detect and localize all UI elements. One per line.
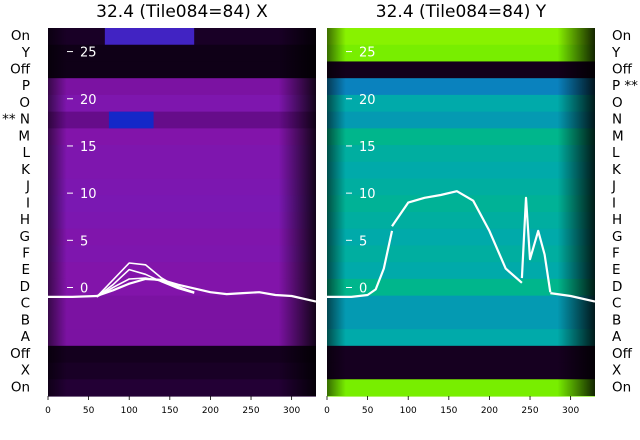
row-label: Off — [10, 61, 31, 77]
y-tick-label: 25 — [80, 46, 97, 61]
row-label: X — [612, 363, 621, 379]
x-tick-label: 50 — [83, 406, 95, 416]
row-label: Off — [10, 346, 31, 362]
row-label: On — [612, 379, 631, 395]
row-label: I — [612, 195, 616, 211]
row-label: A — [612, 329, 622, 345]
row-label: O — [19, 95, 30, 111]
x-tick-label: 50 — [362, 406, 374, 416]
row-label: C — [21, 296, 30, 312]
row-label: On — [11, 379, 30, 395]
trace-line — [550, 292, 596, 303]
x-tick-label: 200 — [202, 406, 219, 416]
x-tick-label: 150 — [440, 406, 457, 416]
row-label: M — [612, 128, 624, 144]
chart-title: 32.4 (Tile084=84) X — [96, 2, 268, 22]
y-tick-label: 0 — [80, 281, 88, 296]
row-label: H — [612, 212, 622, 228]
y-tick-label: 25 — [359, 46, 376, 61]
x-tick-label: 100 — [400, 406, 417, 416]
row-label: B — [612, 312, 621, 328]
y-tick-label: 5 — [80, 234, 88, 249]
x-tick-label: 150 — [161, 406, 178, 416]
row-label: C — [612, 296, 621, 312]
row-label: H — [20, 212, 30, 228]
x-tick-label: 100 — [121, 406, 138, 416]
row-label: G — [612, 229, 622, 245]
row-label: D — [20, 279, 30, 295]
row-label: Y — [611, 45, 621, 61]
y-tick-label: 10 — [359, 187, 376, 202]
y-tick-label: 15 — [359, 140, 376, 155]
y-tick-label: 20 — [80, 93, 97, 108]
y-tick-label: 5 — [359, 234, 367, 249]
trace-line — [96, 268, 195, 298]
row-label: ** N — [2, 112, 30, 128]
row-label: D — [612, 279, 622, 295]
row-label: N — [612, 112, 622, 128]
y-tick-label: 20 — [359, 93, 376, 108]
row-label: K — [612, 162, 622, 178]
row-label: J — [25, 179, 30, 195]
row-label: G — [20, 229, 30, 245]
row-label: P — [22, 78, 30, 94]
row-label: Y — [21, 45, 31, 61]
row-label: K — [21, 162, 31, 178]
row-label: I — [26, 195, 30, 211]
row-label: Off — [612, 346, 633, 362]
row-label: P ** — [612, 78, 638, 94]
y-tick-label: 15 — [80, 140, 97, 155]
row-label: F — [612, 245, 620, 261]
row-label: Off — [612, 61, 633, 77]
x-tick-label: 250 — [242, 406, 259, 416]
y-tick-label: 0 — [359, 281, 367, 296]
row-label: E — [612, 262, 621, 278]
row-label: On — [11, 28, 30, 44]
trace-line — [48, 277, 317, 303]
trace-line — [327, 230, 394, 298]
row-label: F — [22, 245, 30, 261]
y-tick-label: 10 — [80, 187, 97, 202]
trace-line — [96, 262, 195, 298]
x-tick-label: 300 — [283, 406, 300, 416]
x-tick-label: 0 — [45, 406, 51, 416]
x-tick-label: 250 — [521, 406, 538, 416]
row-label: L — [22, 145, 30, 161]
edge-shade — [48, 28, 316, 396]
row-label: O — [612, 95, 623, 111]
row-label: E — [21, 262, 30, 278]
row-label: L — [612, 145, 620, 161]
trace-line — [520, 196, 552, 293]
row-label: B — [21, 312, 30, 328]
x-tick-label: 300 — [562, 406, 579, 416]
row-label: M — [18, 128, 30, 144]
x-tick-label: 0 — [324, 406, 330, 416]
chart-title: 32.4 (Tile084=84) Y — [376, 2, 547, 22]
row-label: On — [612, 28, 631, 44]
row-label: A — [21, 329, 31, 345]
trace-line — [96, 277, 195, 298]
trace-line — [391, 190, 523, 284]
row-label: X — [21, 363, 30, 379]
edge-shade — [327, 28, 595, 396]
x-tick-label: 200 — [481, 406, 498, 416]
row-label: J — [611, 179, 616, 195]
